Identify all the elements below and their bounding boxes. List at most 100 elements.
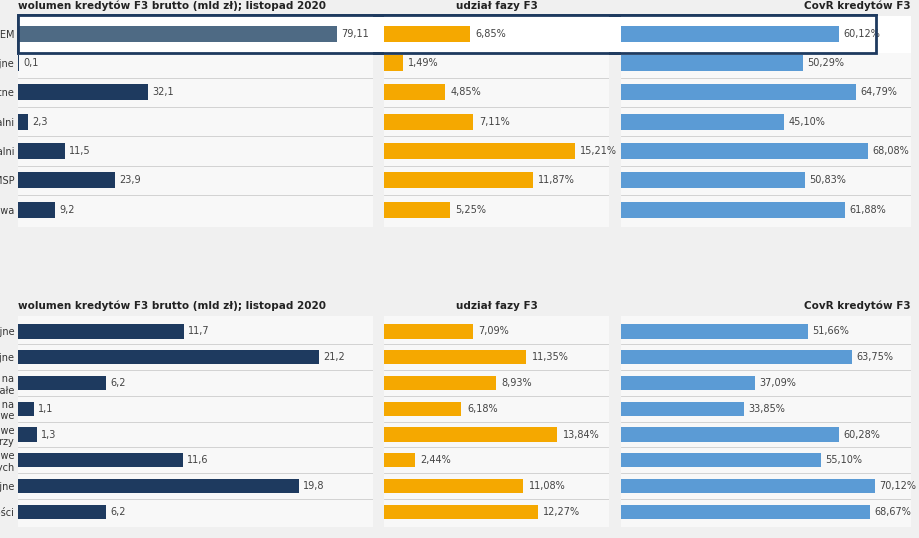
Bar (384, 505, 537, 519)
Text: 68,08%: 68,08% (871, 146, 908, 156)
Bar (620, 114, 784, 130)
Text: 51,66%: 51,66% (811, 327, 848, 336)
Text: 2,3: 2,3 (32, 117, 48, 127)
Text: 50,29%: 50,29% (807, 58, 844, 68)
Bar (384, 15, 608, 53)
Bar (620, 324, 807, 338)
Text: wolumen kredytów F3 brutto (mld zł); listopad 2020: wolumen kredytów F3 brutto (mld zł); lis… (18, 301, 326, 311)
Bar (620, 84, 855, 101)
Text: 61,88%: 61,88% (848, 205, 885, 215)
Text: 45,10%: 45,10% (788, 117, 824, 127)
Bar (620, 202, 845, 218)
Bar (620, 427, 838, 442)
Text: 68,67%: 68,67% (873, 507, 910, 517)
Bar (384, 143, 574, 159)
Bar (18, 202, 55, 218)
Text: 9,2: 9,2 (60, 205, 75, 215)
Bar (384, 114, 472, 130)
Text: 63,75%: 63,75% (856, 352, 892, 362)
Bar (18, 479, 299, 493)
Bar (384, 402, 461, 416)
Text: 32,1: 32,1 (152, 87, 174, 97)
Bar (384, 172, 532, 188)
Text: CovR kredytów F3: CovR kredytów F3 (803, 1, 910, 11)
Text: 60,12%: 60,12% (842, 29, 879, 39)
Bar (620, 479, 874, 493)
Bar (384, 84, 445, 101)
Bar (384, 324, 472, 338)
Bar (18, 84, 147, 101)
Text: 6,2: 6,2 (110, 507, 126, 517)
Text: wolumen kredytów F3 brutto (mld zł); listopad 2020: wolumen kredytów F3 brutto (mld zł); lis… (18, 1, 326, 11)
Bar (620, 15, 910, 53)
Text: 6,85%: 6,85% (475, 29, 505, 39)
Text: 13,84%: 13,84% (562, 429, 599, 440)
Text: 1,1: 1,1 (39, 404, 53, 414)
Bar (18, 350, 318, 364)
Bar (384, 453, 414, 468)
Bar (620, 143, 867, 159)
Bar (620, 453, 820, 468)
Bar (18, 324, 184, 338)
Text: 6,18%: 6,18% (467, 404, 497, 414)
Bar (18, 376, 106, 390)
Bar (18, 143, 64, 159)
Text: 11,5: 11,5 (69, 146, 90, 156)
Text: 0,1: 0,1 (23, 58, 39, 68)
Bar (18, 505, 106, 519)
Text: 70,12%: 70,12% (879, 481, 915, 491)
Bar (384, 479, 522, 493)
Bar (18, 453, 183, 468)
Bar (18, 402, 34, 416)
Text: 4,85%: 4,85% (450, 87, 481, 97)
Text: 64,79%: 64,79% (859, 87, 896, 97)
Bar (384, 55, 403, 71)
Text: 11,7: 11,7 (188, 327, 210, 336)
Text: 5,25%: 5,25% (455, 205, 486, 215)
Bar (18, 15, 372, 53)
Bar (18, 114, 28, 130)
Bar (620, 26, 838, 42)
Bar (18, 26, 336, 42)
Text: CovR kredytów F3: CovR kredytów F3 (803, 301, 910, 311)
Bar (620, 402, 743, 416)
Bar (620, 350, 851, 364)
Bar (620, 26, 838, 42)
Bar (384, 350, 526, 364)
Text: 6,2: 6,2 (110, 378, 126, 388)
Text: 11,87%: 11,87% (538, 175, 574, 186)
Bar (620, 55, 802, 71)
Bar (384, 26, 470, 42)
Text: 2,44%: 2,44% (420, 455, 450, 465)
Bar (18, 427, 37, 442)
Text: 11,6: 11,6 (187, 455, 209, 465)
Title: udział fazy F3: udział fazy F3 (455, 1, 537, 11)
Text: 1,3: 1,3 (41, 429, 56, 440)
Bar (18, 172, 115, 188)
Bar (620, 172, 804, 188)
Bar (384, 26, 470, 42)
Text: 60,28%: 60,28% (843, 429, 879, 440)
Bar (384, 376, 495, 390)
Text: 11,35%: 11,35% (531, 352, 568, 362)
Bar (384, 427, 557, 442)
Text: 33,85%: 33,85% (747, 404, 784, 414)
Text: 50,83%: 50,83% (809, 175, 845, 186)
Bar (384, 202, 449, 218)
Text: 79,11: 79,11 (341, 29, 369, 39)
Text: 55,10%: 55,10% (824, 455, 861, 465)
Text: 11,08%: 11,08% (528, 481, 564, 491)
Bar (620, 505, 868, 519)
Text: 1,49%: 1,49% (408, 58, 438, 68)
Title: udział fazy F3: udział fazy F3 (455, 301, 537, 311)
Bar (620, 376, 754, 390)
Text: 8,93%: 8,93% (501, 378, 531, 388)
Text: 7,11%: 7,11% (478, 117, 509, 127)
Text: 21,2: 21,2 (323, 352, 345, 362)
Bar (18, 26, 336, 42)
Text: 12,27%: 12,27% (543, 507, 580, 517)
Text: 23,9: 23,9 (119, 175, 141, 186)
Text: 15,21%: 15,21% (580, 146, 617, 156)
Text: 37,09%: 37,09% (759, 378, 796, 388)
Text: 7,09%: 7,09% (478, 327, 509, 336)
